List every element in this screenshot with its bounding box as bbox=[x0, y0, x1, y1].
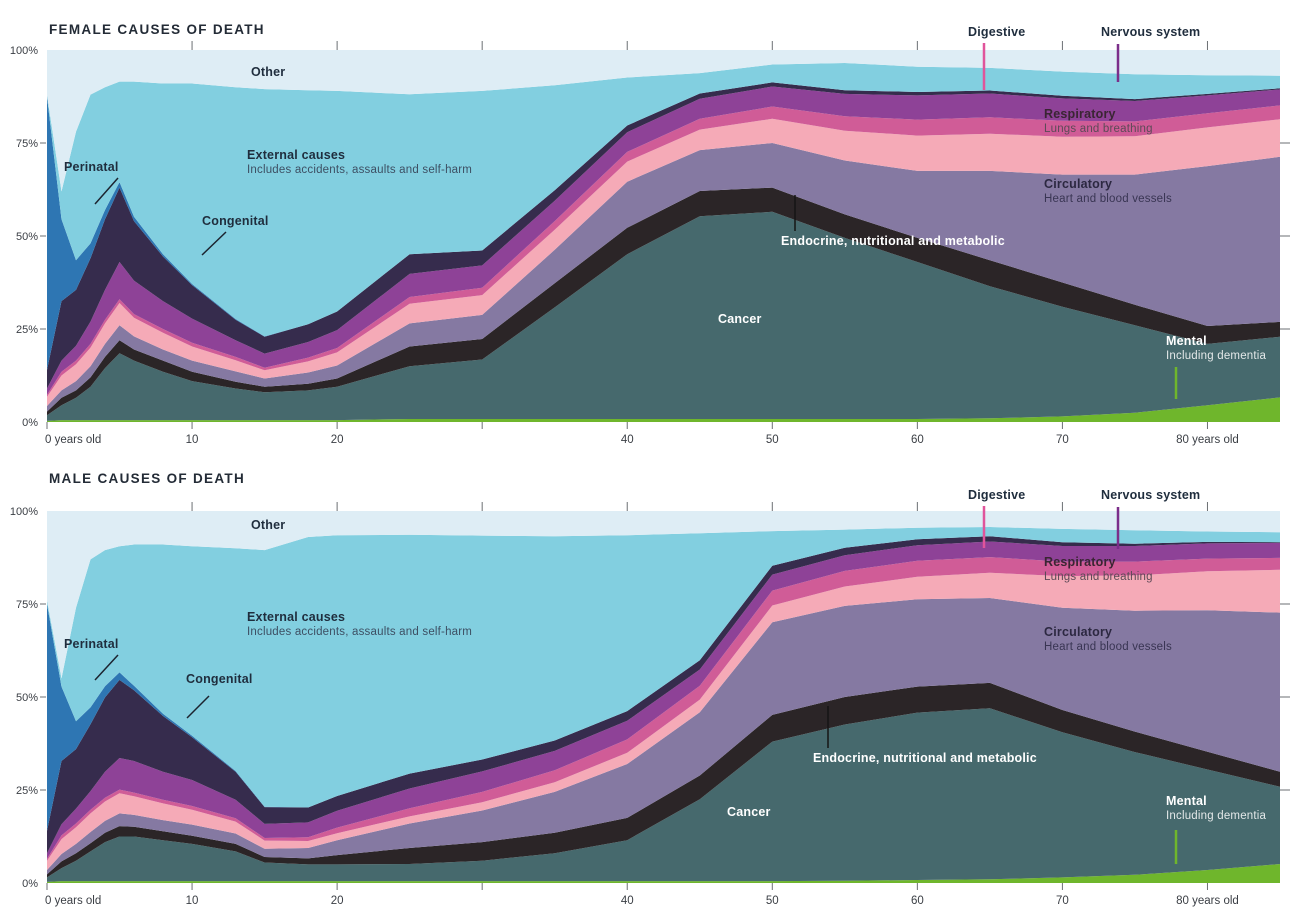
male-label-endocrine: Endocrine, nutritional and metabolic bbox=[813, 751, 1037, 765]
male-congenital-pointer-line bbox=[186, 695, 210, 719]
female-label-nervous-system: Nervous system bbox=[1101, 25, 1201, 39]
female-label-circulatory-title: Circulatory bbox=[1044, 177, 1113, 191]
male-label-respiratory-sub: Lungs and breathing bbox=[1044, 571, 1153, 583]
x-tick-label: 60 bbox=[911, 895, 924, 907]
male-label-circulatory: Circulatory Heart and blood vessels bbox=[1044, 625, 1172, 655]
area-circulatory bbox=[47, 598, 1280, 875]
x-tick-label: 50 bbox=[766, 895, 779, 907]
y-tick-label: 100% bbox=[10, 506, 38, 518]
female-chart-title: FEMALE CAUSES OF DEATH bbox=[49, 22, 265, 37]
female-label-congenital: Congenital bbox=[202, 214, 269, 228]
y-tick-label: 25% bbox=[16, 324, 38, 336]
male-label-circulatory-sub: Heart and blood vessels bbox=[1044, 641, 1172, 653]
female-label-mental-title: Mental bbox=[1166, 334, 1207, 348]
x-tick-label: 0 years old bbox=[45, 434, 101, 446]
female-label-respiratory: Respiratory Lungs and breathing bbox=[1044, 107, 1153, 137]
x-tick-label: 10 bbox=[186, 434, 199, 446]
area-cancer bbox=[47, 708, 1280, 882]
male-label-other: Other bbox=[251, 518, 286, 532]
female-label-other: Other bbox=[251, 65, 286, 79]
area-nervous bbox=[47, 86, 1280, 395]
female-label-external-title: External causes bbox=[247, 148, 346, 162]
y-tick-label: 75% bbox=[16, 599, 38, 611]
area-external bbox=[47, 527, 1280, 808]
male-label-cancer: Cancer bbox=[727, 805, 771, 819]
female-label-cancer: Cancer bbox=[718, 312, 762, 326]
x-tick-label: 50 bbox=[766, 434, 779, 446]
area-external bbox=[47, 63, 1280, 337]
female-label-endocrine: Endocrine, nutritional and metabolic bbox=[781, 234, 1005, 248]
female-label-perinatal: Perinatal bbox=[64, 160, 119, 174]
x-tick-label: 0 years old bbox=[45, 895, 101, 907]
female-label-respiratory-title: Respiratory bbox=[1044, 107, 1116, 121]
x-tick-label: 70 bbox=[1056, 434, 1069, 446]
male-chart-title: MALE CAUSES OF DEATH bbox=[49, 471, 246, 486]
male-label-mental: Mental Including dementia bbox=[1166, 794, 1266, 824]
male-label-perinatal: Perinatal bbox=[64, 637, 119, 651]
female-chart-area bbox=[47, 50, 1280, 422]
male-label-digestive: Digestive bbox=[968, 488, 1026, 502]
area-respiratory bbox=[47, 569, 1280, 870]
female-label-external-sub: Includes accidents, assaults and self-ha… bbox=[247, 164, 473, 176]
male-label-mental-title: Mental bbox=[1166, 794, 1207, 808]
y-tick-label: 25% bbox=[16, 785, 38, 797]
area-congenital bbox=[47, 536, 1280, 854]
female-label-mental-sub: Including dementia bbox=[1166, 350, 1267, 362]
male-label-circulatory-title: Circulatory bbox=[1044, 625, 1113, 639]
male-label-nervous-system: Nervous system bbox=[1101, 488, 1201, 502]
area-other bbox=[47, 50, 1280, 192]
male-label-external: External causes Includes accidents, assa… bbox=[247, 610, 472, 640]
x-tick-label: 20 bbox=[331, 434, 344, 446]
male-label-external-title: External causes bbox=[247, 610, 346, 624]
y-tick-label: 0% bbox=[22, 417, 38, 429]
area-congenital bbox=[47, 82, 1280, 389]
area-respiratory bbox=[47, 118, 1280, 407]
y-tick-label: 0% bbox=[22, 878, 38, 890]
axes: 0%25%50%75%100%0 years old 10 20 40 50 60 70 80… bbox=[10, 41, 1290, 907]
x-tick-label: 70 bbox=[1056, 895, 1069, 907]
male-label-respiratory: Respiratory Lungs and breathing bbox=[1044, 555, 1153, 585]
x-tick-label: 80 years old bbox=[1176, 434, 1239, 446]
area-endocrine bbox=[47, 187, 1280, 416]
area-nervous bbox=[47, 541, 1280, 859]
x-tick-label: 20 bbox=[331, 895, 344, 907]
female-label-circulatory: Circulatory Heart and blood vessels bbox=[1044, 177, 1172, 207]
x-tick-label: 40 bbox=[621, 895, 634, 907]
area-mental bbox=[47, 397, 1280, 422]
y-tick-label: 75% bbox=[16, 138, 38, 150]
female-label-digestive: Digestive bbox=[968, 25, 1026, 39]
male-label-mental-sub: Including dementia bbox=[1166, 810, 1267, 822]
female-label-circulatory-sub: Heart and blood vessels bbox=[1044, 193, 1172, 205]
y-tick-label: 50% bbox=[16, 231, 38, 243]
y-tick-label: 50% bbox=[16, 692, 38, 704]
x-tick-label: 80 years old bbox=[1176, 895, 1239, 907]
area-cancer bbox=[47, 211, 1280, 421]
female-label-mental: Mental Including dementia bbox=[1166, 334, 1266, 364]
area-circulatory bbox=[47, 143, 1280, 412]
y-tick-label: 100% bbox=[10, 45, 38, 57]
pointer-lines bbox=[94, 43, 1178, 864]
male-label-congenital: Congenital bbox=[186, 672, 253, 686]
female-congenital-pointer-line bbox=[201, 231, 227, 256]
x-tick-label: 40 bbox=[621, 434, 634, 446]
x-tick-label: 10 bbox=[186, 895, 199, 907]
x-tick-label: 60 bbox=[911, 434, 924, 446]
male-label-respiratory-title: Respiratory bbox=[1044, 555, 1116, 569]
female-label-external: External causes Includes accidents, assa… bbox=[247, 148, 472, 178]
male-chart-area bbox=[47, 511, 1280, 883]
male-label-external-sub: Includes accidents, assaults and self-ha… bbox=[247, 626, 473, 638]
female-perinatal-pointer-line bbox=[94, 177, 119, 205]
male-perinatal-pointer-line bbox=[94, 654, 119, 681]
female-label-respiratory-sub: Lungs and breathing bbox=[1044, 123, 1153, 135]
area-other bbox=[47, 511, 1280, 679]
